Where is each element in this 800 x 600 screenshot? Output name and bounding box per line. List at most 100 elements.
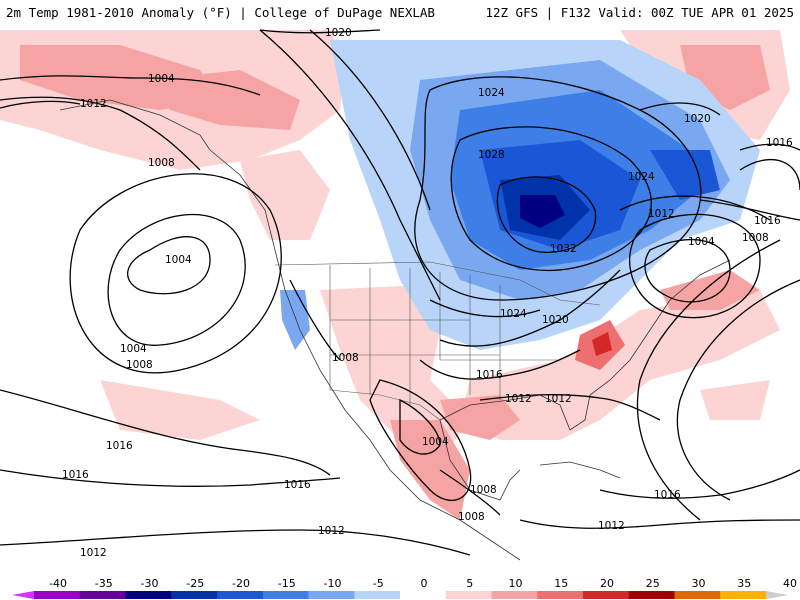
isobar-label: 1012 [80,98,107,110]
isobar-label: 1012 [648,208,675,220]
color-scale-arrow-right [766,591,788,599]
isobar-label: 1020 [542,314,569,326]
isobar-1020-atlantic-high [739,159,800,191]
isobar-1016-west [0,469,341,487]
color-scale-tick-label: 35 [737,577,751,590]
warm-anomaly-east-pacific [100,380,260,440]
isobar-1020-ohio-valley [439,269,621,347]
color-scale-tick-label: -40 [49,577,67,590]
warm-anomaly-pacific-ridge [240,150,330,240]
color-scale-tick-label: 20 [600,577,614,590]
isobar-1012-south [0,529,471,556]
warm-anomaly-mexico [390,420,470,520]
color-scale-segment [171,591,218,599]
color-scale-legend: -40 -35 -30 -25 -20 -15 -10 -5 0 5 10 15 20 25 30 35 40 [0,576,800,600]
isobar-label: 1012 [545,393,572,405]
isobar-1004-alaska [0,75,261,96]
isobar-1004-mexico [399,398,441,455]
isobar-1016-north-atlantic [739,143,800,151]
color-scale-segment [628,591,675,599]
color-scale-segment [262,591,309,599]
isobar-label: 1016 [284,479,311,491]
color-scale-tick-label: 0 [421,577,428,590]
color-scale-segment [537,591,584,599]
isobar-label: 1024 [500,308,527,320]
color-scale-tick-label: 40 [783,577,797,590]
isobar-1028-canada [450,126,652,271]
color-scale-tick-label: -30 [141,577,159,590]
isobar-1012-alaska [0,100,81,109]
isobar-1004-low [127,236,211,295]
color-scale-segment [354,591,401,599]
isobars [0,29,800,556]
color-scale-tick-label: 15 [554,577,568,590]
gulf-coast-outline [439,259,731,431]
isobar-label: 1016 [766,137,793,149]
color-scale-tick-label: -5 [373,577,384,590]
isobar-label: 1008 [470,484,497,496]
isobar-1012-low [69,173,282,374]
color-scale-tick-label: 10 [509,577,523,590]
color-scale-segment [34,591,81,599]
model-run-info: 12Z GFS | F132 Valid: 00Z TUE APR 01 202… [485,5,794,20]
isobar-1004-east-coast-low [644,238,731,303]
isobar-1032-canada [496,176,597,254]
isobar-label: 1004 [148,73,175,85]
color-scale-segment [308,591,355,599]
isobar-label: 1016 [62,469,89,481]
isobar-1012-caribbean [519,519,800,529]
isobar-1016-southern-us [419,349,581,380]
warm-anomaly-shading [0,30,790,520]
warm-anomaly-north-atlantic [700,380,770,420]
color-scale-tick-label: 5 [466,577,473,590]
color-scale-segment [400,591,447,599]
us-canada-border [274,261,601,306]
isobar-label: 1016 [106,440,133,452]
isobar-label: 1008 [332,352,359,364]
color-scale-segment [125,591,172,599]
color-scale-segment [217,591,264,599]
cold-anomaly-labrador [650,150,720,200]
color-scale-segment [720,591,767,599]
mexico-east-coast-outline [439,419,521,501]
color-scale-segment [583,591,630,599]
isobar-label: 1020 [684,113,711,125]
isobar-1012-gulf [479,394,661,421]
color-scale-segment [491,591,538,599]
warm-anomaly-carolinas-peak [592,332,612,356]
isobar-atlantic-high-arc-2 [676,279,800,501]
isobar-label: 1004 [422,436,449,448]
anomaly-map[interactable]: 1020 1004 1012 1008 1024 1020 1016 1028 … [0,24,800,577]
isobar-1012-east-coast [619,195,771,221]
isobar-1008-east-coast-low [628,213,761,319]
isobar-1020-north [259,29,381,34]
isobar-1016-atlantic [699,199,800,221]
color-scale-segment [79,591,126,599]
color-scale-tick-label: 30 [692,577,706,590]
isobar-label: 1012 [80,547,107,559]
warm-anomaly-atlantic-band [660,270,760,310]
color-scale-segment [674,591,721,599]
isobar-label: 1008 [148,157,175,169]
isobar-label: 1012 [505,393,532,405]
isobar-label: 1016 [476,369,503,381]
color-scale-arrow-left [12,591,34,599]
cuba-outline [539,461,621,479]
isobar-1008-alaska [0,96,201,171]
isobar-label: 1008 [458,511,485,523]
isobar-1020-greenland [639,102,721,116]
isobar-label: 1032 [550,243,577,255]
isobar-labels: 1020 1004 1012 1008 1024 1020 1016 1028 … [62,27,793,559]
color-scale-tick-label: -25 [186,577,204,590]
color-scale-tick-label: -35 [95,577,113,590]
isobar-label: 1008 [742,232,769,244]
warm-anomaly-southeast-us [460,290,780,440]
isobar-pacific-east-1 [259,29,441,301]
isobar-1024-great-lakes [429,299,541,318]
color-scale-tick-label: 25 [646,577,660,590]
color-scale-svg: -40 -35 -30 -25 -20 -15 -10 -5 0 5 10 15 20 25 30 35 40 [12,577,797,599]
isobar-label: 1016 [754,215,781,227]
isobar-label: 1004 [165,254,192,266]
color-scale-tick-label: -15 [278,577,296,590]
map-header: 2m Temp 1981-2010 Anomaly (°F) | College… [0,0,800,24]
